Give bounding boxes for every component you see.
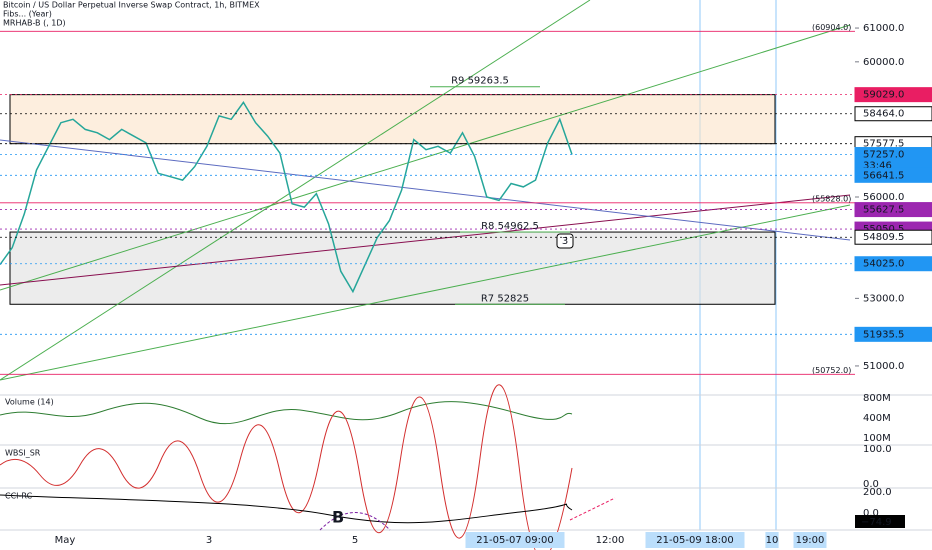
current-box [855,515,905,528]
trend-line [0,204,851,381]
y-tick-label: 53000.0 [863,293,904,304]
x-tick-label: 21-05-09 18:00 [656,535,733,546]
panel-tick: 100M [863,433,891,444]
cci-line [0,494,573,524]
x-tick-label: 21-05-07 09:00 [476,535,553,546]
indicator: Fibs... (Year) [3,10,52,19]
indicator: MRHAB-B (, 1D) [3,19,66,28]
price-label: 58464.0 [863,109,904,120]
current-value: −74.9 [861,517,892,528]
fib-label: (50752.0) [812,366,851,375]
y-tick-label: 60000.0 [863,57,904,68]
price-label: 51935.5 [863,329,904,340]
price-label: 55627.5 [863,205,904,216]
price-label: 57577.5 [863,139,904,150]
panel-tick: 100.0 [863,444,892,455]
price-label: 54025.0 [863,259,904,270]
zone [9,94,776,145]
price-label-box [854,167,932,183]
x-label-bg [465,532,565,548]
panel-title: WBSI_SR [5,449,41,458]
fib-label: (55828.0) [812,194,851,203]
x-tick-label: 5 [352,535,358,546]
x-tick-label: May [55,535,76,546]
y-tick-label: 56000.0 [863,192,904,203]
price-label-box [854,256,932,272]
x-tick-label: 3 [206,535,212,546]
title: Bitcoin / US Dollar Perpetual Inverse Sw… [3,1,260,10]
price-label-box [854,147,932,173]
wbsi-line [0,384,573,550]
price-label-box [854,202,932,218]
price-label-box [854,229,932,245]
panel-tick: 0.0 [863,508,879,519]
letter: B [332,508,344,527]
arrow [569,497,616,521]
price-line [0,101,573,294]
x-label-bg [765,532,779,548]
price-label-box [854,326,932,342]
x-tick-label: 10 [766,535,779,546]
x-tick-label: 12:00 [596,535,625,546]
zone [9,231,776,305]
panel-title: Volume (14) [5,398,54,407]
trend-line [0,139,851,241]
trend-line [0,194,851,286]
x-label-bg [645,532,745,548]
annotation: R8 54962.5 [481,221,539,232]
volume-line [0,401,573,425]
price-label-box [854,106,932,122]
price-label-box [854,87,932,103]
price-label: 57257.0 [863,150,904,161]
price-label: 59029.0 [863,90,904,101]
panel-tick: 0.0 [863,479,879,490]
y-tick-label: 51000.0 [863,361,904,372]
panel-tick: 200.0 [863,487,892,498]
trend-line [0,24,851,291]
annotation: R9 59263.5 [451,76,509,87]
marker: 3 [562,236,568,247]
price-label: 56641.5 [863,170,904,181]
x-tick-label: 19:00 [796,535,825,546]
panel-title: CCI-RC [5,492,33,501]
panel-tick: 400M [863,413,891,424]
arc [319,512,391,531]
panel-tick: 800M [863,393,891,404]
price-label: 54809.5 [863,232,904,243]
y-tick-label: 61000.0 [863,23,904,34]
annotation: R7 52825 [481,293,529,304]
trend-line [0,0,591,381]
fib-label: (60904.0) [812,23,851,32]
x-label-bg [793,532,827,548]
countdown: 33:46 [863,161,892,172]
price-label: 55050.5 [863,224,904,235]
